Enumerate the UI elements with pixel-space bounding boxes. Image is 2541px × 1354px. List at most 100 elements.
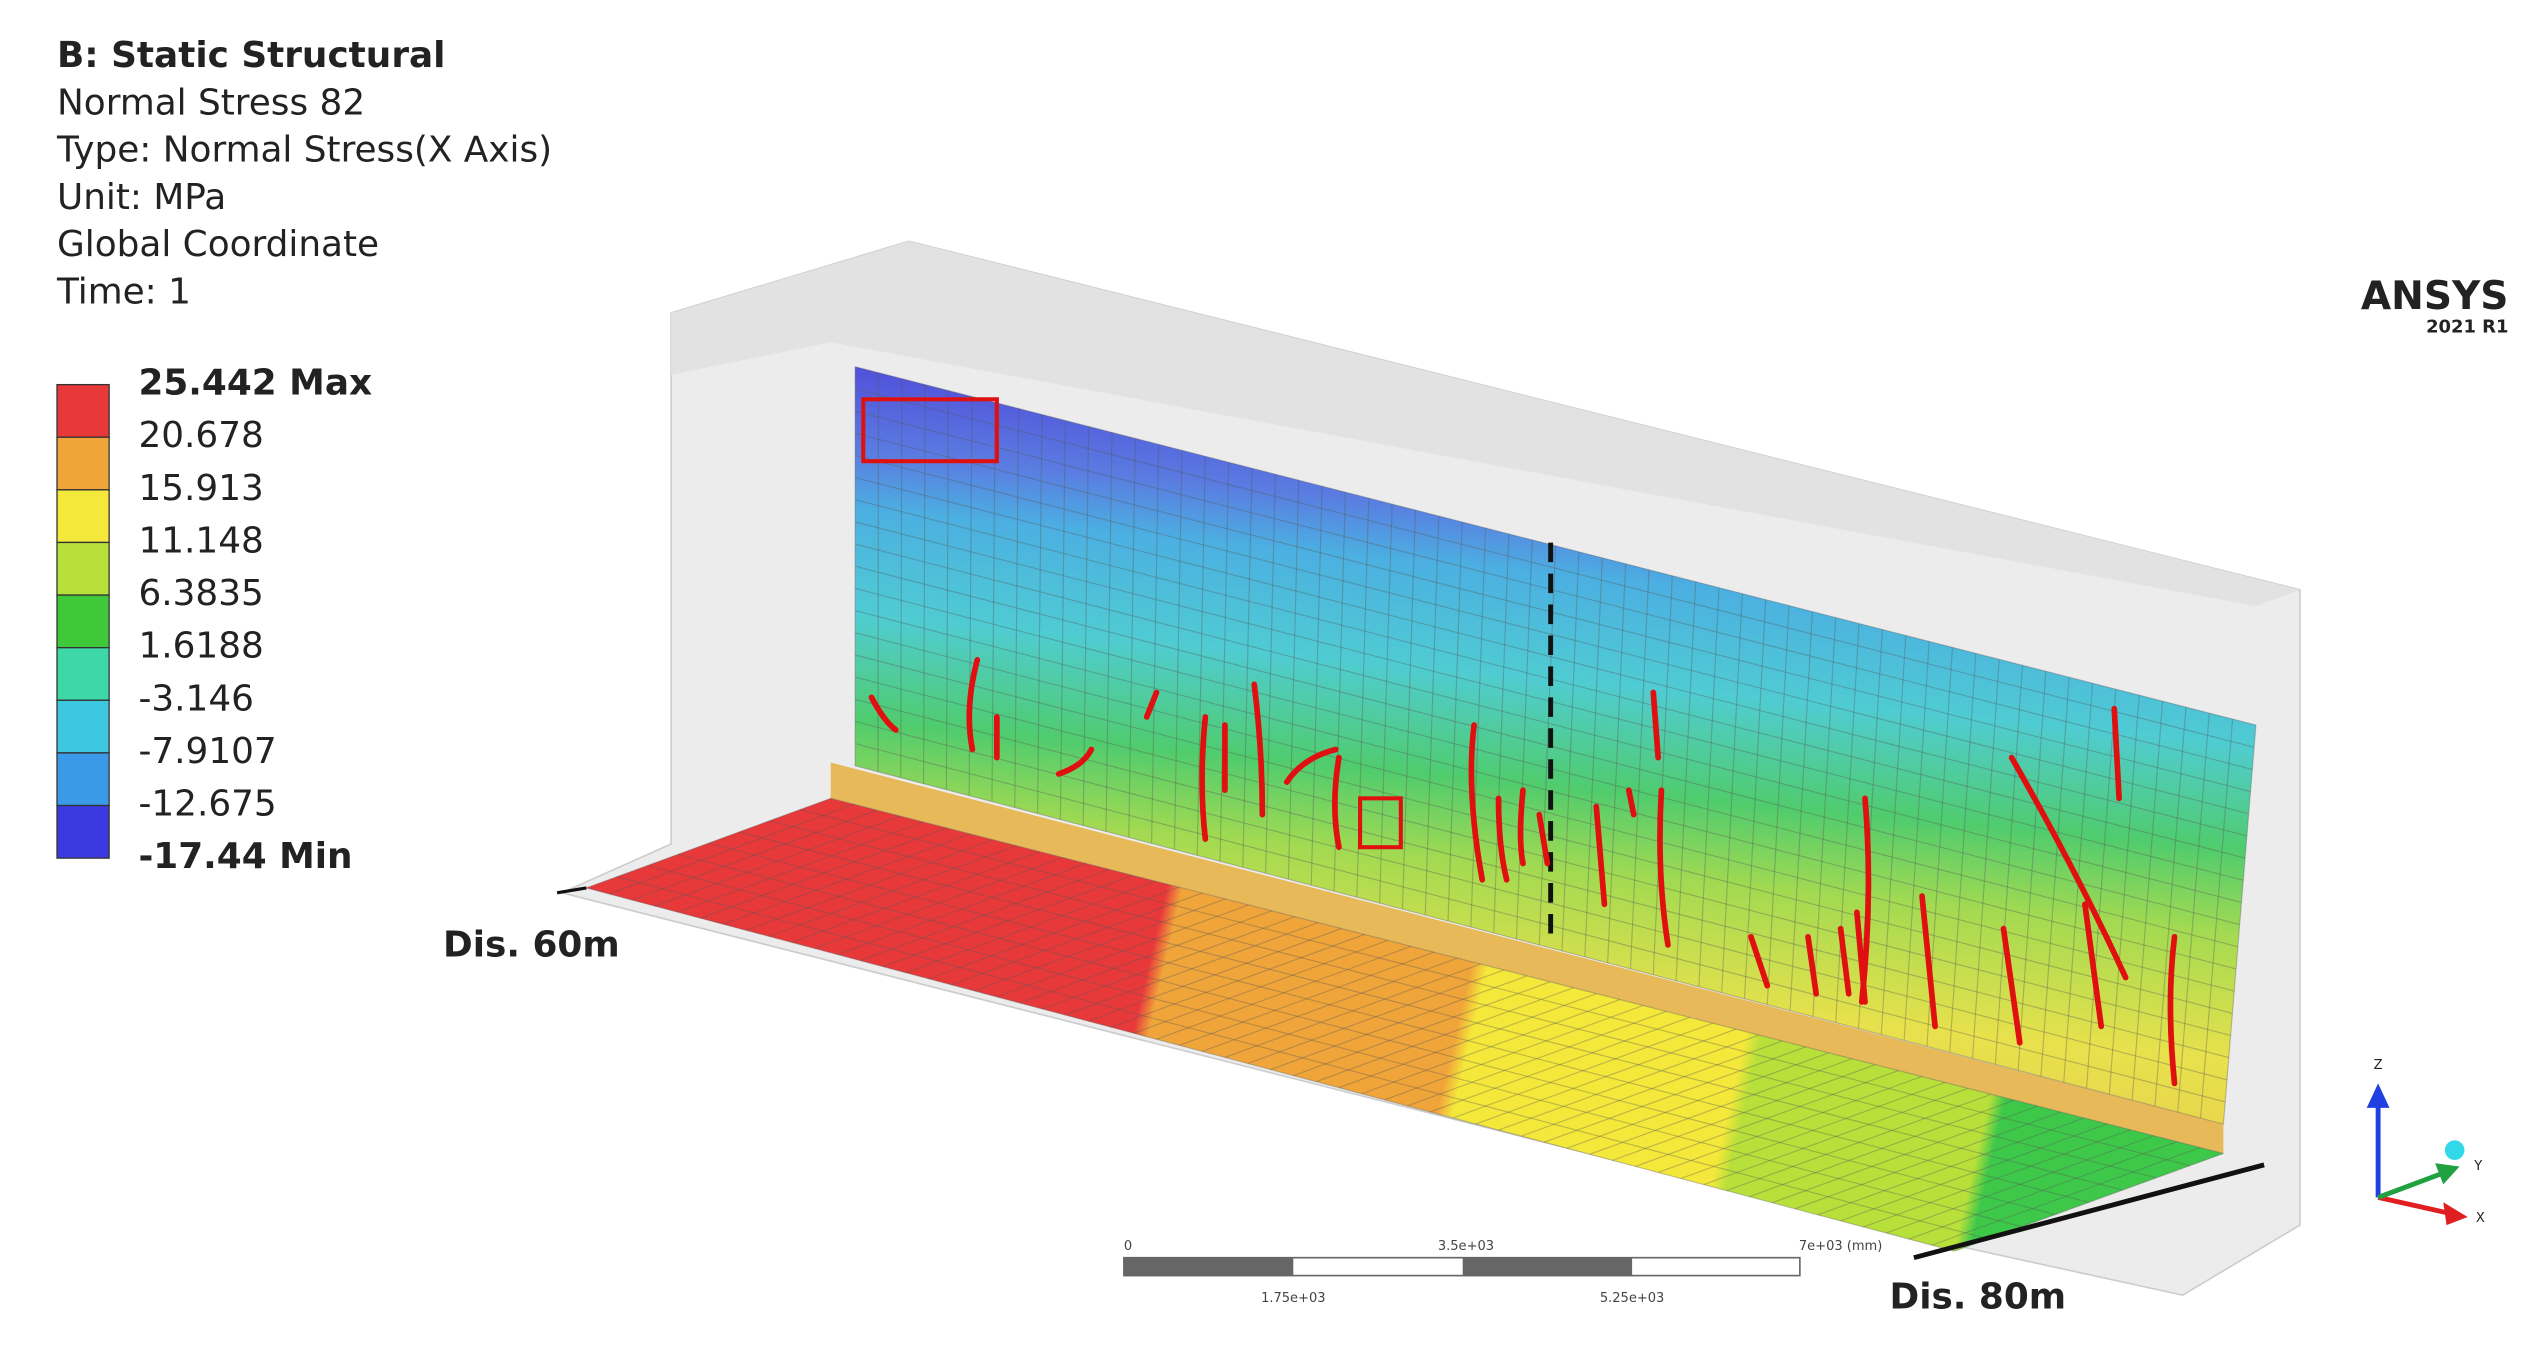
- mesh-line: [2222, 725, 2257, 1125]
- mesh-line: [631, 809, 878, 901]
- mesh-line: [1401, 510, 1417, 910]
- mesh-line: [768, 845, 1017, 937]
- mesh-line: [1612, 1064, 1876, 1161]
- mesh-line: [1766, 605, 1790, 1005]
- mesh-line: [1384, 1004, 1644, 1101]
- mesh-line: [1110, 933, 1365, 1028]
- mesh-line: [1880, 635, 1907, 1035]
- mesh-line: [2085, 689, 2117, 1089]
- mesh-line: [1270, 975, 1528, 1071]
- mesh-line: [1310, 486, 1323, 886]
- mesh-line: [922, 384, 926, 784]
- mesh-line: [1475, 1028, 1737, 1125]
- mesh-line: [1789, 611, 1813, 1011]
- mesh-line: [951, 892, 1203, 986]
- mesh-line: [855, 410, 2253, 770]
- mesh-line: [745, 839, 994, 931]
- mesh-line: [1151, 444, 1160, 844]
- mesh-line: [800, 808, 2190, 1167]
- mesh-line: [1201, 957, 1458, 1052]
- logo-name: ANSYS: [2361, 274, 2509, 319]
- mesh-line: [586, 797, 831, 889]
- mesh-line: [854, 765, 2224, 1125]
- legend-label: -7.9107: [138, 731, 276, 772]
- legend-label: -17.44 Min: [138, 836, 352, 877]
- mesh-line: [700, 827, 947, 919]
- axis-x: X: [2476, 1211, 2485, 1226]
- mesh-line: [677, 821, 924, 913]
- wall: [855, 366, 2256, 1125]
- mesh-line: [1863, 1129, 2131, 1228]
- mesh-line: [854, 743, 2226, 1103]
- header-line: Type: Normal Stress(X Axis): [56, 130, 552, 171]
- mesh-line: [1561, 551, 1580, 951]
- header-lines: Normal Stress 82 Type: Normal Stress(X Ax…: [56, 82, 552, 312]
- mesh-line: [708, 842, 2090, 1203]
- mesh-line: [855, 610, 2237, 970]
- mesh-line: [1219, 462, 1230, 862]
- mesh-line: [1584, 557, 1603, 957]
- mesh-line: [1840, 1123, 2108, 1222]
- mesh-line: [1812, 617, 1837, 1017]
- legend-swatch: [56, 489, 110, 544]
- mesh-line: [1589, 1058, 1853, 1155]
- mesh-line: [586, 887, 1955, 1252]
- mesh-line: [1087, 928, 1342, 1022]
- mesh-line: [1338, 993, 1597, 1089]
- mesh-line: [1931, 1146, 2201, 1246]
- mesh-line: [1629, 569, 1650, 969]
- end-marker: [1913, 1162, 2265, 1261]
- mesh-line: [1293, 981, 1551, 1077]
- mesh-line: [1037, 414, 1043, 814]
- mesh-line: [855, 543, 2242, 903]
- mesh-line: [855, 366, 2257, 726]
- mesh-line: [1835, 623, 1860, 1023]
- mesh-line: [855, 477, 2248, 837]
- mesh-line: [1105, 432, 1113, 832]
- mesh-line: [1949, 653, 1977, 1053]
- mesh-line: [1635, 1070, 1899, 1167]
- mesh-line: [1224, 963, 1481, 1058]
- mesh: [586, 366, 2257, 1252]
- mesh-line: [1794, 1111, 2062, 1210]
- legend-label: 25.442 Max: [138, 363, 372, 404]
- mesh-line: [1133, 939, 1388, 1034]
- mesh-line: [1908, 1141, 2178, 1240]
- scale-label: 5.25e+03: [1600, 1291, 1664, 1306]
- mesh-line: [2177, 713, 2210, 1113]
- mesh-line: [1607, 563, 1627, 963]
- legend-label: 11.148: [138, 520, 263, 561]
- start-label: Dis. 60m: [443, 925, 620, 966]
- mesh-line: [738, 831, 2123, 1191]
- mesh-line: [1903, 641, 1930, 1041]
- floor: [586, 798, 2224, 1252]
- mesh-line: [1447, 521, 1463, 922]
- mesh-line: [2040, 677, 2070, 1077]
- mesh-line: [1657, 1075, 1922, 1174]
- mesh-line: [855, 388, 2255, 748]
- mesh-line: [1971, 659, 2000, 1059]
- header-line: Global Coordinate: [57, 224, 379, 265]
- end-label: Dis. 80m: [1889, 1276, 2066, 1317]
- cracks: [861, 397, 2178, 1087]
- mesh-line: [1698, 587, 1720, 987]
- mesh-line: [1498, 1034, 1760, 1131]
- mesh-line: [855, 565, 2240, 926]
- scale-label: 3.5e+03: [1438, 1239, 1494, 1254]
- mesh-line: [769, 820, 2157, 1179]
- mesh-line: [991, 402, 996, 802]
- mesh-line: [1749, 1099, 2015, 1198]
- triad: Z Y X: [2366, 1058, 2485, 1226]
- start-marker: [556, 886, 587, 895]
- mesh-line: [814, 856, 1064, 950]
- mesh-line: [2200, 719, 2234, 1119]
- mesh-line: [1287, 480, 1300, 880]
- mesh-line: [2154, 707, 2187, 1107]
- legend-swatch: [56, 699, 110, 754]
- mesh-line: [1566, 1052, 1829, 1149]
- mesh-line: [1743, 599, 1767, 999]
- mesh-line: [1470, 527, 1487, 928]
- mesh-line: [616, 876, 1989, 1240]
- mesh-line: [830, 797, 2224, 1154]
